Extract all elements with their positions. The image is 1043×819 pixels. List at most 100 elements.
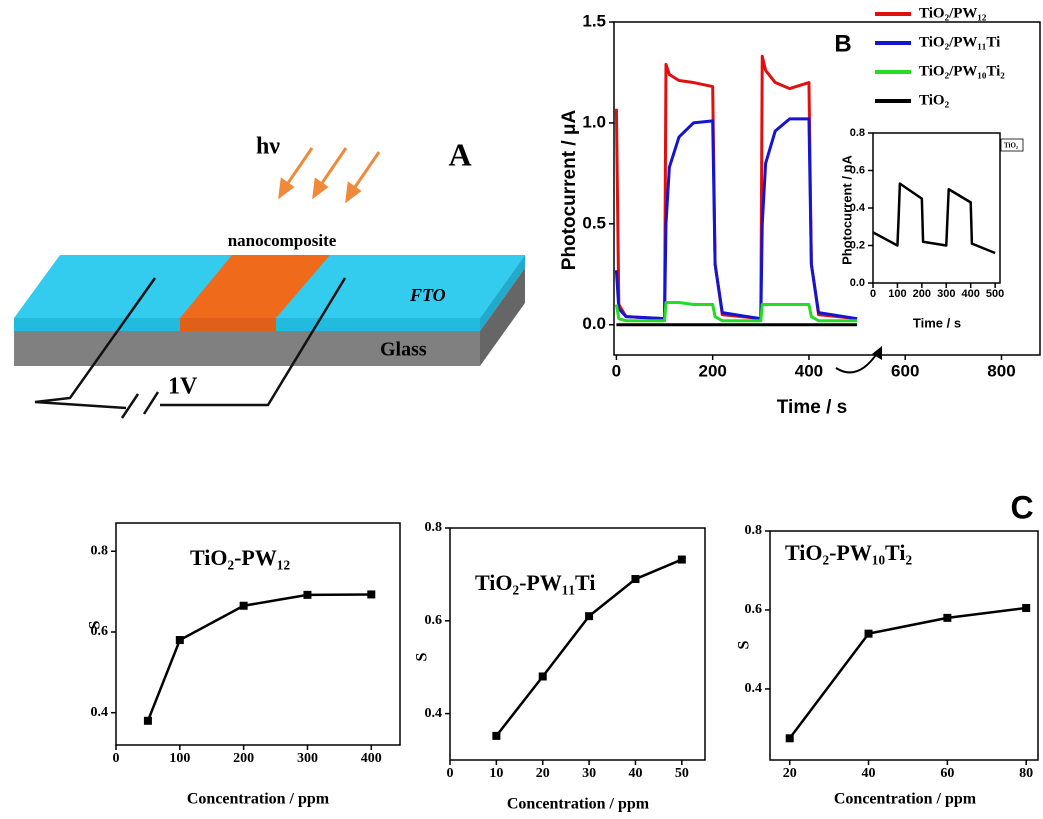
x-tick-label: 0	[870, 288, 876, 300]
x-tick-label: 300	[937, 288, 955, 300]
x-tick-label: 500	[986, 288, 1004, 300]
data-line	[788, 606, 1027, 740]
glass-label: Glass	[380, 339, 427, 361]
panel-label: C	[1010, 489, 1033, 525]
legend-label: TiO₂	[1004, 142, 1018, 150]
film-front	[180, 318, 276, 331]
device-diagram: A hν nanocomposite FTO Glass 1V	[14, 134, 525, 419]
panel-label: A	[448, 136, 471, 172]
data-point	[677, 555, 686, 564]
y-tick-label: 1.0	[582, 112, 606, 131]
data-point	[143, 716, 152, 725]
chart-title: TiO₂-PW₁₀Ti₂	[785, 540, 912, 565]
panel-label: B	[834, 30, 851, 57]
plot-frame	[769, 530, 1039, 761]
x-tick-label: 200	[913, 288, 931, 300]
data-point	[785, 734, 794, 743]
x-tick-label: 30	[582, 766, 596, 781]
inset-arrowhead	[872, 346, 882, 360]
data-point	[943, 613, 952, 622]
y-tick-label: 0.2	[850, 239, 865, 251]
y-tick-label: 0.4	[850, 202, 866, 214]
x-tick-label: 60	[940, 766, 954, 781]
x-tick-label: 200	[233, 751, 254, 766]
battery-plate	[120, 393, 140, 419]
film-label: nanocomposite	[228, 231, 337, 250]
y-axis-label: S	[87, 620, 104, 629]
data-point	[175, 636, 184, 645]
data-point	[303, 590, 312, 599]
x-tick-label: 0	[447, 766, 454, 781]
y-tick-label: 0.5	[582, 213, 606, 232]
legend-label: TiO₂	[919, 92, 950, 108]
data-point	[367, 590, 376, 599]
x-tick-label: 10	[489, 766, 503, 781]
x-tick-label: 20	[536, 766, 550, 781]
battery-plate	[142, 391, 160, 415]
fto-label: FTO	[409, 285, 446, 305]
y-tick-label: 0.6	[425, 613, 443, 628]
x-tick-label: 400	[795, 361, 823, 380]
y-tick-label: 0.8	[425, 520, 443, 535]
chart-title: TiO₂-PW₁₁Ti	[475, 570, 595, 595]
y-axis-label: S	[736, 640, 753, 649]
data-line	[614, 301, 858, 323]
data-line	[146, 593, 372, 722]
y-tick-label: 0.4	[745, 681, 763, 696]
x-tick-label: 50	[675, 766, 689, 781]
x-axis-label: Concentration / ppm	[834, 791, 977, 808]
x-axis-label: Time / s	[777, 397, 847, 418]
x-tick-label: 200	[698, 361, 726, 380]
data-point	[585, 612, 594, 621]
y-tick-label: 0.0	[582, 314, 606, 333]
x-axis-label: Time / s	[913, 315, 961, 330]
data-point	[631, 575, 640, 584]
data-line	[614, 54, 858, 321]
x-tick-label: 0	[612, 361, 621, 380]
data-line	[872, 182, 996, 255]
x-tick-label: 800	[987, 361, 1015, 380]
data-point	[492, 731, 501, 740]
light-label: hν	[256, 134, 280, 160]
y-tick-label: 1.5	[582, 11, 606, 30]
glass-side	[480, 268, 525, 366]
x-tick-label: 300	[297, 751, 318, 766]
x-tick-label: 400	[361, 751, 382, 766]
wire	[34, 277, 157, 410]
fto-side	[480, 255, 525, 331]
y-axis-label: Photocurrent / μA	[559, 109, 580, 270]
x-axis-label: Concentration / ppm	[507, 796, 650, 813]
x-tick-label: 80	[1019, 766, 1033, 781]
x-tick-label: 100	[888, 288, 906, 300]
glass-front	[14, 331, 480, 366]
data-point	[864, 629, 873, 638]
data-point	[239, 601, 248, 610]
y-tick-label: 0.0	[850, 277, 865, 289]
chart-title: TiO₂-PW₁₂	[190, 545, 290, 570]
x-tick-label: 20	[783, 766, 797, 781]
legend-box	[1000, 138, 1024, 152]
y-tick-label: 0.6	[91, 624, 109, 639]
data-point	[538, 672, 547, 681]
y-tick-label: 0.6	[850, 164, 865, 176]
x-axis-label: Concentration / ppm	[187, 791, 330, 808]
legend-label: TiO₂/PW₁₁Ti	[919, 34, 1000, 50]
y-tick-label: 0.4	[91, 705, 109, 720]
plot-frame	[115, 522, 401, 746]
plot-frame	[613, 21, 1041, 356]
x-tick-label: 40	[628, 766, 642, 781]
data-line	[614, 117, 858, 321]
x-tick-label: 400	[962, 288, 980, 300]
inset-arrow	[835, 351, 879, 374]
x-tick-label: 40	[862, 766, 876, 781]
legend-label: TiO₂/PW₁₂	[919, 5, 987, 21]
plot-frame	[449, 527, 706, 761]
y-tick-label: 0.4	[425, 706, 443, 721]
y-tick-label: 0.8	[850, 127, 865, 139]
wire	[160, 277, 347, 407]
film-top	[180, 255, 330, 318]
y-axis-label: S	[414, 652, 431, 661]
y-axis-label: Photocurrent / nA	[839, 155, 854, 265]
bias-label: 1V	[168, 374, 198, 400]
